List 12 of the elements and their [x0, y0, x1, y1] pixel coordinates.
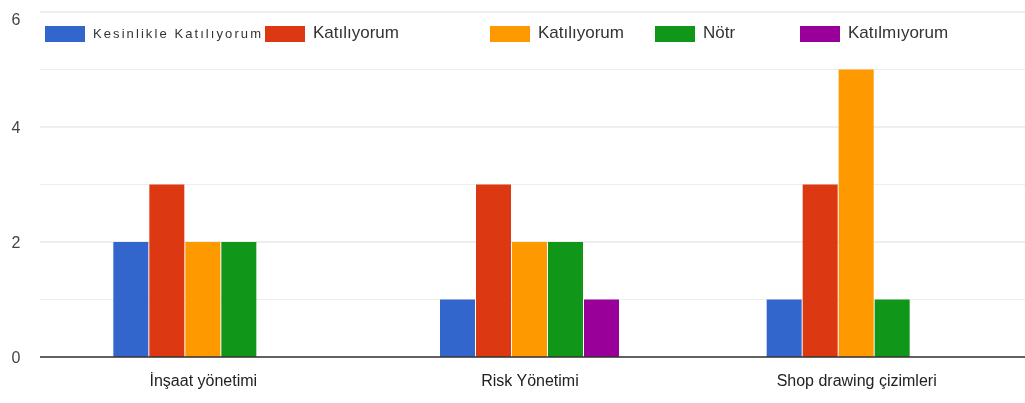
x-tick-label: İnşaat yönetimi [149, 371, 258, 389]
legend-label: Kesinlikle Katılıyorum [93, 26, 261, 41]
y-tick-label: 6 [11, 10, 21, 28]
y-tick-label: 2 [11, 233, 21, 251]
y-tick-label: 0 [11, 348, 21, 366]
legend-label: Katılıyorum [538, 23, 624, 42]
legend-label: Katılıyorum [313, 23, 399, 42]
x-tick-label: Shop drawing çizimleri [776, 372, 937, 389]
x-tick-label: Risk Yönetimi [481, 372, 579, 389]
legend-label: Katılmıyorum [848, 23, 949, 42]
y-tick-label: 4 [11, 118, 21, 136]
legend-label: Nötr [703, 23, 736, 42]
